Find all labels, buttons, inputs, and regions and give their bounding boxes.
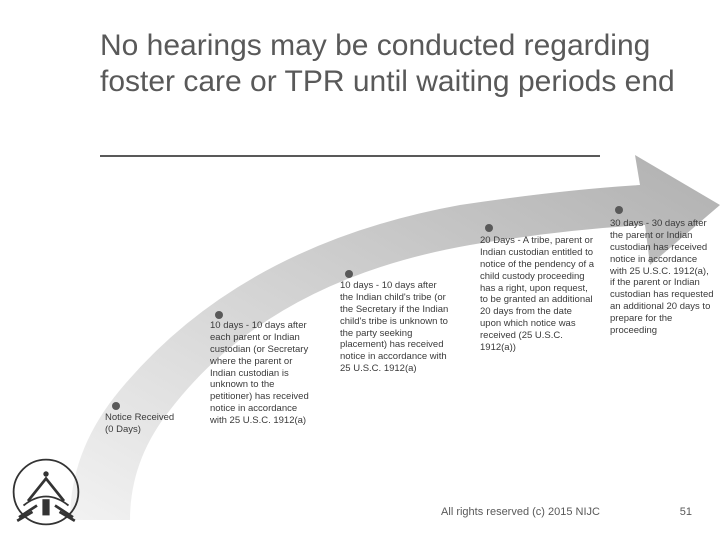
timeline-item-0: Notice Received (0 Days) bbox=[105, 412, 180, 436]
page-number: 51 bbox=[680, 506, 692, 518]
timeline-dot bbox=[345, 270, 353, 278]
timeline-label: 20 Days - A tribe, parent or Indian cust… bbox=[480, 235, 595, 354]
timeline-dot bbox=[485, 224, 493, 232]
footer-copyright: All rights reserved (c) 2015 NIJC bbox=[441, 506, 600, 518]
timeline-label: 10 days - 10 days after each parent or I… bbox=[210, 320, 310, 427]
timeline-label: Notice Received (0 Days) bbox=[105, 412, 180, 436]
timeline-dot bbox=[215, 311, 223, 319]
timeline-dot bbox=[112, 402, 120, 410]
timeline-item-4: 30 days - 30 days after the parent or In… bbox=[610, 218, 715, 337]
timeline-item-3: 20 Days - A tribe, parent or Indian cust… bbox=[480, 235, 595, 354]
timeline-dot bbox=[615, 206, 623, 214]
timeline-item-2: 10 days - 10 days after the Indian child… bbox=[340, 280, 450, 375]
timeline-label: 10 days - 10 days after the Indian child… bbox=[340, 280, 450, 375]
timeline-item-1: 10 days - 10 days after each parent or I… bbox=[210, 320, 310, 427]
timeline-label: 30 days - 30 days after the parent or In… bbox=[610, 218, 715, 337]
nijc-logo-icon bbox=[10, 456, 82, 528]
slide-title: No hearings may be conducted regarding f… bbox=[100, 28, 690, 100]
